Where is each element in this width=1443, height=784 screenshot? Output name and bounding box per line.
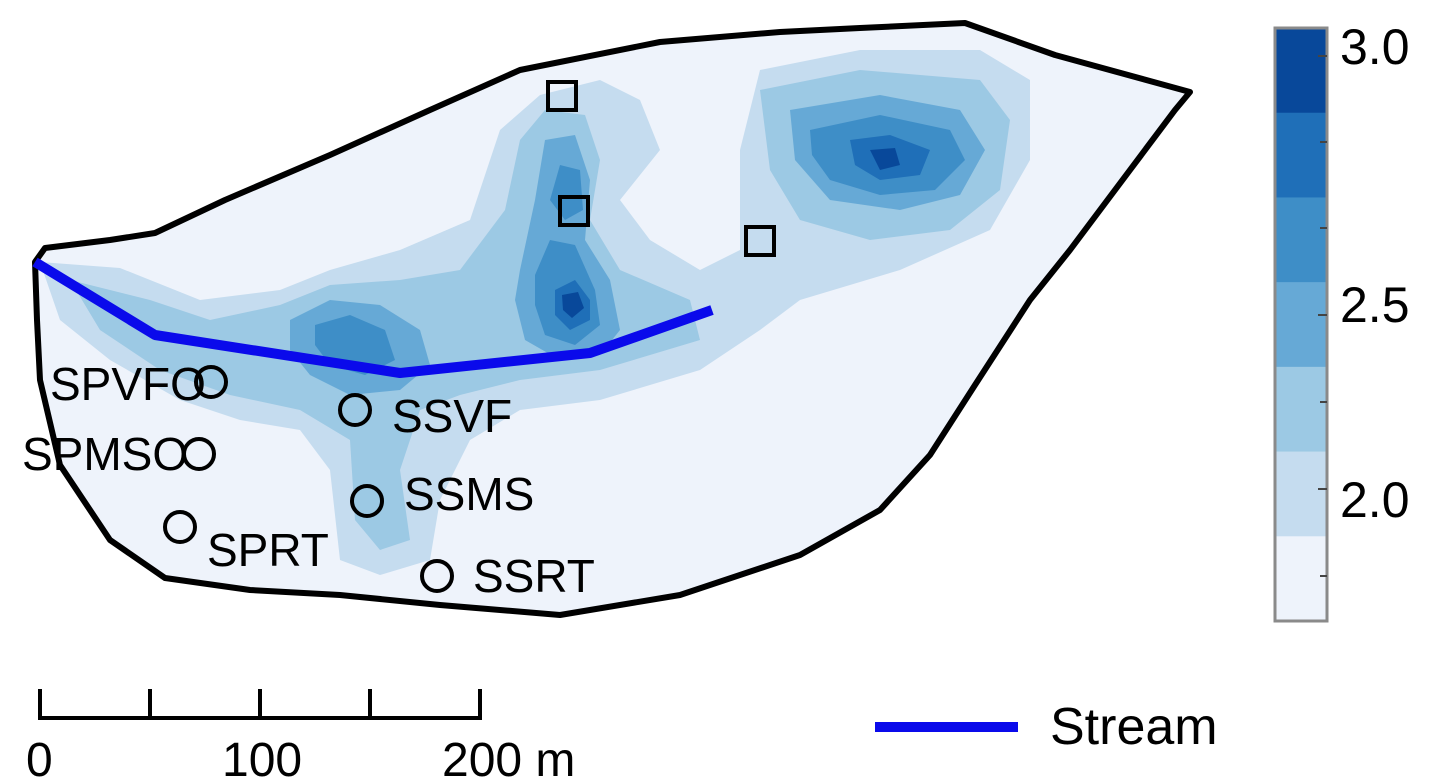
legend-stream-label: Stream bbox=[1050, 698, 1218, 756]
site-label-ssms: SSMS bbox=[404, 468, 534, 520]
sampling-points bbox=[546, 80, 776, 257]
square-marker-icon bbox=[558, 195, 590, 227]
colorbar-tick-2-0: 2.0 bbox=[1340, 472, 1410, 528]
scale-label-100: 100 bbox=[222, 734, 302, 784]
colorbar-band bbox=[1275, 366, 1327, 453]
catchment-boundary bbox=[32, 20, 1193, 618]
circle-marker-icon bbox=[338, 393, 372, 427]
site-labels: SPVFO SSVF SPMSO SSMS SPRT SSRT bbox=[22, 358, 595, 602]
colorbar-band bbox=[1275, 197, 1327, 283]
legend: Stream bbox=[875, 698, 1218, 756]
colorbar-band bbox=[1275, 112, 1327, 198]
site-label-ssvf: SSVF bbox=[392, 390, 512, 442]
site-label-sprt: SPRT bbox=[207, 524, 329, 576]
catchment-area bbox=[32, 20, 1193, 618]
colorbar-major-ticks bbox=[1318, 55, 1327, 490]
colorbar-tick-2-5: 2.5 bbox=[1340, 277, 1410, 333]
colorbar-minor-ticks bbox=[1320, 141, 1327, 577]
colorbar-band bbox=[1275, 28, 1327, 114]
site-markers bbox=[163, 365, 454, 593]
stream-line bbox=[32, 257, 714, 378]
site-label-spvfo: SPVFO bbox=[50, 358, 206, 410]
circle-marker-icon bbox=[420, 559, 454, 593]
colorbar: 3.0 2.5 2.0 bbox=[1273, 19, 1410, 623]
circle-marker-icon bbox=[194, 365, 228, 399]
colorbar-tick-3-0: 3.0 bbox=[1340, 19, 1410, 75]
colorbar-band bbox=[1275, 282, 1327, 368]
circle-marker-icon bbox=[350, 484, 384, 518]
square-marker-icon bbox=[546, 80, 578, 112]
square-marker-icon bbox=[744, 225, 776, 257]
circle-marker-icon bbox=[163, 510, 197, 544]
colorbar-band bbox=[1275, 451, 1327, 537]
colorbar-bands bbox=[1275, 28, 1327, 622]
scale-label-200m: 200 m bbox=[442, 734, 575, 784]
site-label-spmso: SPMSO bbox=[22, 428, 188, 480]
colorbar-frame bbox=[1273, 26, 1329, 623]
value-heatmap bbox=[40, 50, 1030, 575]
scale-label-0: 0 bbox=[26, 734, 53, 784]
scale-bar: 0 100 200 m bbox=[26, 689, 575, 784]
circle-marker-icon bbox=[182, 437, 216, 471]
colorbar-band bbox=[1275, 536, 1327, 622]
site-label-ssrt: SSRT bbox=[473, 550, 595, 602]
